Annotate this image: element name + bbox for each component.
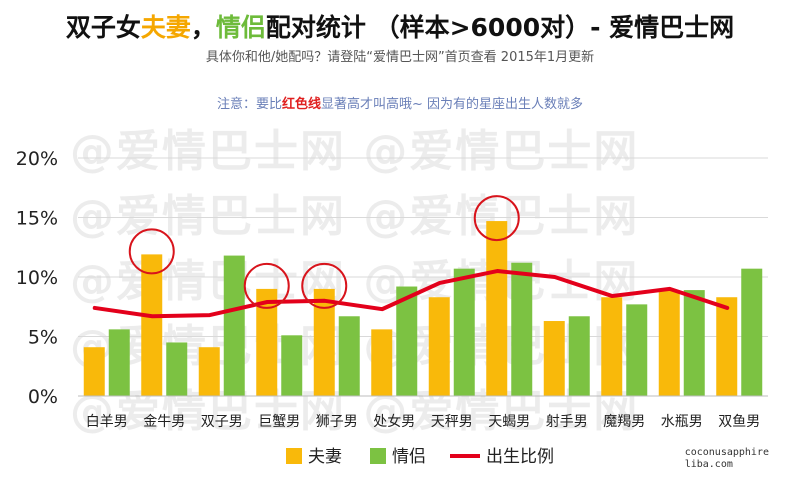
bar-couple (428, 297, 450, 396)
title-text-1: 双子女 (65, 13, 141, 42)
x-tick-label: 双子男 (201, 414, 243, 430)
bar-lovers (683, 290, 705, 396)
highlight-circle (243, 262, 290, 309)
chart-subtitle: 具体你和他/她配吗？请登陆“爱情巴士网”首页查看 2015年1月更新 (205, 50, 595, 65)
highlight-circle (473, 195, 520, 242)
bar-couple (716, 297, 738, 396)
note-text-2: 显著高才叫高哦~ 因为有的星座出生人数就多 (321, 97, 584, 112)
x-tick-label: 处女男 (373, 413, 415, 430)
bar-couple (256, 288, 278, 396)
legend-swatch-couple (286, 448, 302, 464)
legend-label-couple: 夫妻 (308, 447, 342, 467)
bar-couple (601, 297, 623, 396)
y-tick-label: 10% (16, 267, 58, 289)
x-tick-label: 水瓶男 (661, 414, 703, 430)
bar-couple (313, 288, 335, 396)
bar-lovers (568, 316, 590, 396)
bar-couple (543, 321, 565, 396)
x-tick-label: 白羊男 (86, 414, 128, 430)
bar-couple (198, 347, 220, 396)
bar-lovers (626, 304, 648, 396)
title-text-lovers: 情侣 (215, 13, 266, 42)
chart-title: 双子女夫妻，情侣配对统计 （样本>6000对）- 爱情巴士网 (0, 8, 800, 44)
bar-couple (658, 290, 680, 396)
legend-label-lovers: 情侣 (392, 447, 426, 467)
bar-lovers (108, 329, 130, 396)
bar-lovers (223, 255, 245, 396)
bar-couple (83, 347, 105, 396)
highlight-circle (128, 228, 175, 275)
x-tick-label: 天秤男 (431, 414, 473, 430)
bar-lovers (453, 268, 475, 396)
birth-ratio-line (92, 269, 730, 319)
bar-lovers (338, 316, 360, 396)
note-text-red: 红色线 (281, 97, 321, 112)
x-tick-label: 狮子男 (316, 414, 358, 430)
y-tick-label: 15% (16, 208, 58, 230)
y-tick-label: 5% (28, 327, 58, 349)
bar-lovers (396, 286, 418, 396)
bar-couple (486, 221, 508, 396)
bar-couple (141, 254, 163, 396)
bar-lovers (741, 268, 763, 396)
x-tick-label: 巨蟹男 (258, 414, 300, 430)
x-tick-label: 射手男 (546, 414, 588, 430)
bar-lovers (166, 342, 188, 396)
title-text-rest: 配对统计 （样本>6000对）- 爱情巴士网 (265, 13, 735, 42)
highlight-circle (301, 262, 348, 309)
x-tick-label: 天蝎男 (488, 414, 530, 430)
bar-lovers (511, 262, 533, 396)
y-tick-label: 0% (28, 386, 58, 408)
source-credit: coconusapphire liba.com (681, 446, 772, 472)
legend-swatch-lovers (370, 448, 386, 464)
title-text-comma: ， (190, 13, 216, 42)
note-text-1: 注意：要比 (216, 97, 282, 112)
x-tick-label: 金牛男 (143, 414, 185, 430)
bar-lovers (281, 335, 303, 396)
x-tick-label: 双鱼男 (718, 413, 760, 430)
title-text-couple: 夫妻 (140, 13, 191, 42)
legend-label-birth: 出生比例 (486, 447, 554, 467)
x-tick-label: 魔羯男 (603, 414, 645, 430)
y-tick-label: 20% (16, 148, 58, 170)
bar-couple (371, 329, 393, 396)
chart-note: 注意：要比红色线显著高才叫高哦~ 因为有的星座出生人数就多 (0, 93, 800, 112)
